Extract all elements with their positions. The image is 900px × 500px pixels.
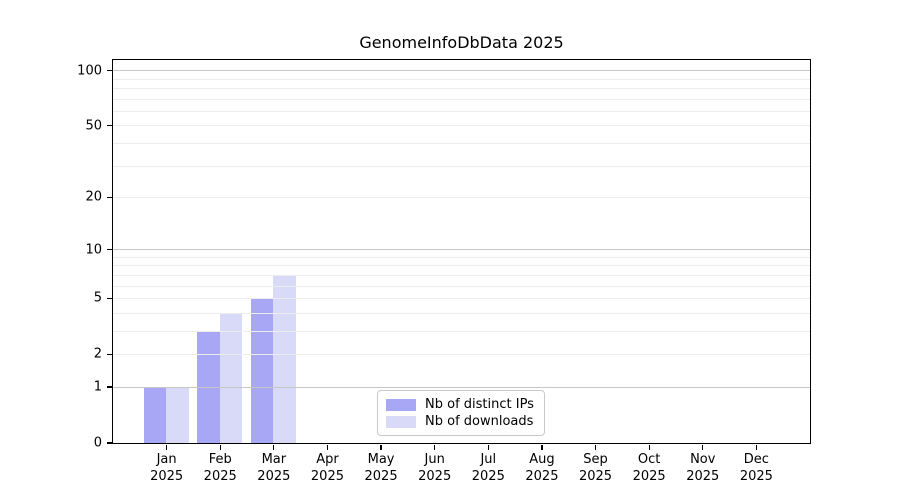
y-tick	[106, 297, 112, 300]
x-tick-label-nov: Nov 2025	[686, 452, 720, 484]
x-tick	[648, 444, 650, 450]
x-tick-label-aug: Aug 2025	[525, 452, 559, 484]
gridline-5	[112, 297, 810, 299]
gridline-7	[112, 274, 810, 276]
bar-mar-distinct-ips	[250, 298, 274, 443]
y-tick-label: 100	[77, 63, 102, 79]
y-tick	[106, 442, 112, 444]
legend-item: Nb of distinct IPs	[386, 396, 536, 413]
x-tick-label-jul: Jul 2025	[471, 452, 505, 484]
legend-swatch-downloads	[386, 415, 416, 428]
x-tick-label-may: May 2025	[364, 452, 398, 484]
gridline-40	[112, 143, 810, 144]
y-tick	[106, 249, 112, 251]
x-tick	[219, 444, 221, 450]
gridline-6	[112, 285, 810, 287]
y-tick-label: 20	[85, 189, 102, 205]
y-tick-label: 2	[93, 346, 102, 362]
gridline-4	[112, 312, 810, 314]
gridline-100	[112, 70, 810, 72]
x-tick-label-apr: Apr 2025	[310, 452, 344, 484]
gridline-3	[112, 330, 810, 332]
y-tick-label: 5	[93, 290, 102, 306]
x-tick-label-oct: Oct 2025	[632, 452, 666, 484]
y-tick	[106, 386, 112, 388]
gridline-90	[112, 78, 810, 80]
gridline-8	[112, 265, 810, 267]
x-tick-label-jun: Jun 2025	[418, 452, 452, 484]
legend: Nb of distinct IPs Nb of downloads	[377, 390, 545, 436]
y-tick-label: 50	[85, 118, 102, 134]
x-tick-label-feb: Feb 2025	[203, 452, 237, 484]
x-tick	[434, 444, 436, 450]
bar-jan-downloads	[166, 386, 189, 443]
bar-jan-distinct-ips	[143, 386, 167, 443]
bar-feb-downloads	[219, 312, 243, 443]
gridline-1	[112, 386, 810, 388]
gridline-50	[112, 125, 810, 127]
y-tick	[106, 125, 112, 127]
legend-item: Nb of downloads	[386, 413, 536, 430]
y-tick	[106, 353, 112, 355]
x-tick	[755, 444, 757, 450]
x-tick-label-dec: Dec 2025	[739, 452, 773, 484]
gridline-20	[112, 196, 810, 198]
gridline-10	[112, 249, 810, 251]
gridline-30	[112, 165, 810, 167]
x-tick-label-sep: Sep 2025	[578, 452, 613, 484]
gridline-2	[112, 353, 810, 355]
chart-title: GenomeInfoDbData 2025	[359, 33, 564, 52]
x-tick	[487, 444, 489, 450]
gridline-9	[112, 256, 810, 258]
y-tick-label: 1	[93, 379, 102, 395]
gridline-70	[112, 98, 810, 100]
y-tick-label: 0	[93, 435, 102, 451]
legend-label: Nb of distinct IPs	[425, 397, 534, 412]
x-tick-label-jan: Jan 2025	[150, 452, 184, 484]
x-tick-label-mar: Mar 2025	[257, 452, 291, 484]
x-tick	[380, 444, 382, 450]
y-tick	[106, 196, 112, 199]
x-tick	[594, 444, 597, 450]
plot-area	[111, 58, 811, 444]
bar-mar-downloads	[273, 274, 296, 443]
x-tick	[326, 444, 329, 450]
gridline-60	[112, 110, 810, 112]
gridline-80	[112, 88, 810, 90]
x-tick	[702, 444, 704, 450]
y-tick	[106, 70, 112, 72]
x-tick	[273, 444, 275, 450]
legend-swatch-distinct-ips	[386, 398, 416, 411]
legend-label: Nb of downloads	[425, 414, 534, 429]
y-tick-label: 10	[85, 242, 102, 258]
x-tick	[166, 444, 168, 450]
x-tick	[541, 444, 543, 450]
